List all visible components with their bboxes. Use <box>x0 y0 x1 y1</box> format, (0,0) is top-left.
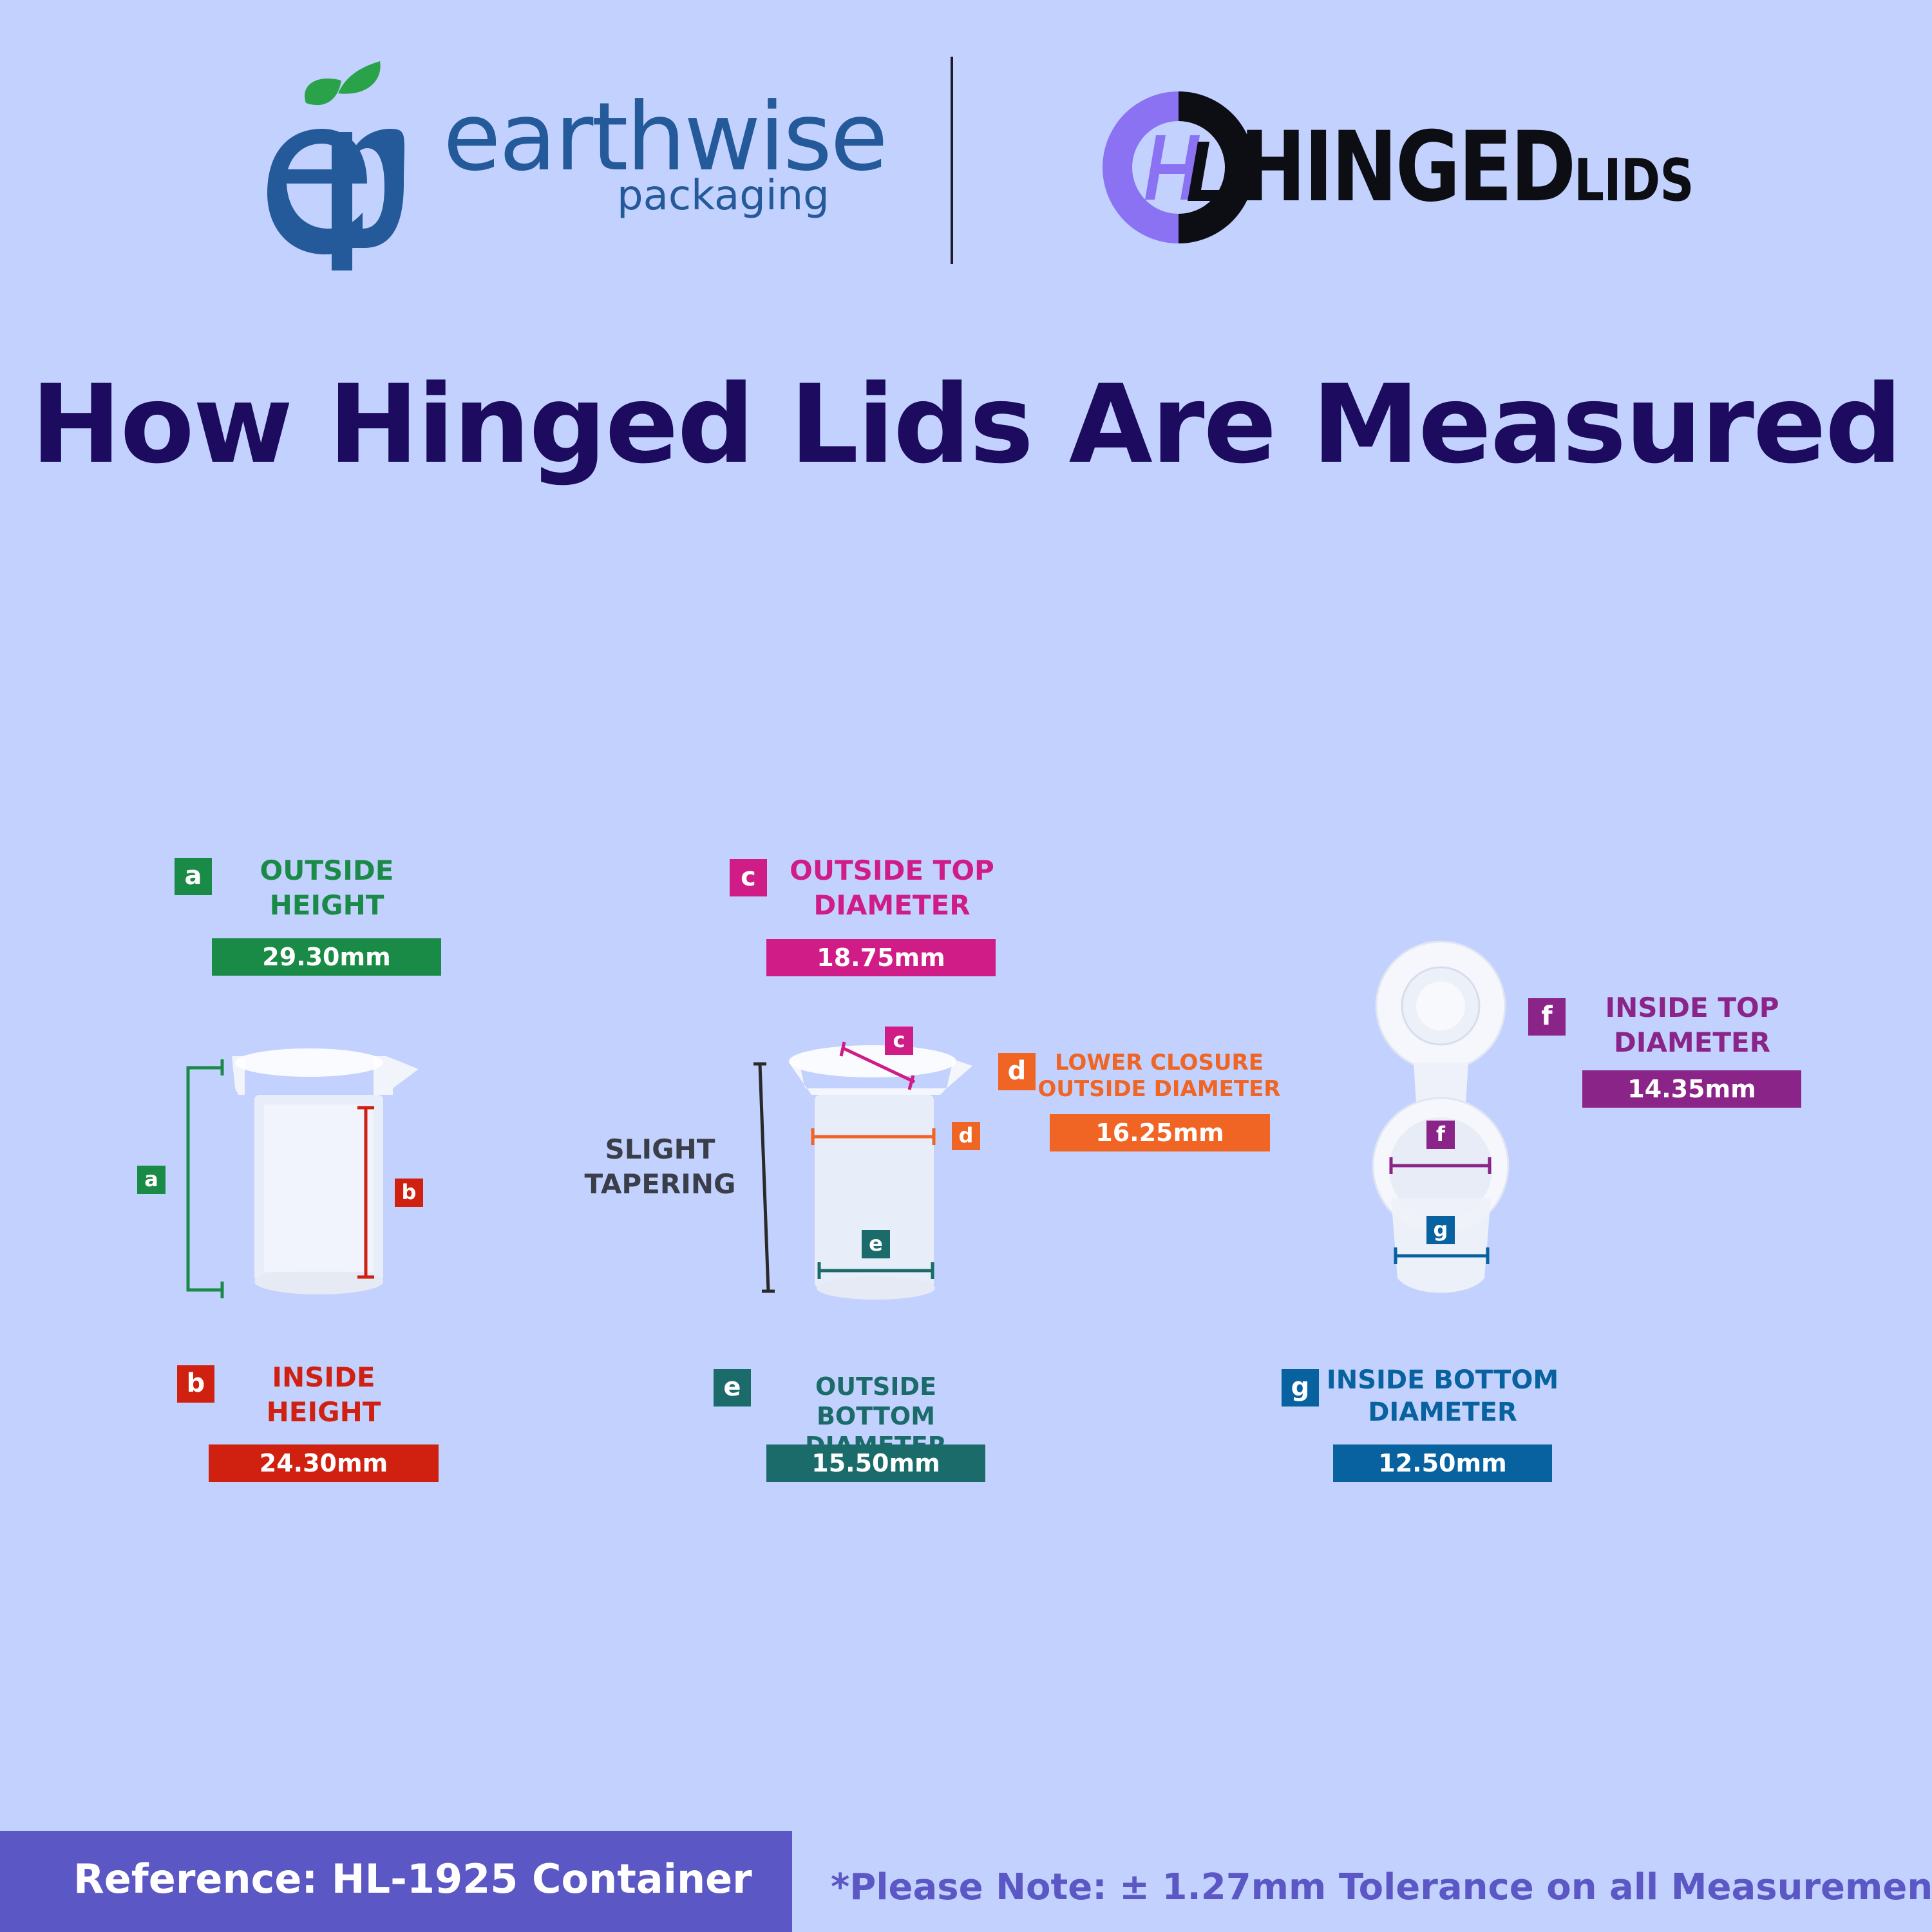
hinged-lids-wordmark: HINGEDLIDS <box>1240 119 1694 216</box>
marker-b: b <box>395 1179 423 1207</box>
label-a-line1: OUTSIDE <box>260 855 394 886</box>
label-e-line1: OUTSIDE BOTTOM <box>815 1372 937 1430</box>
marker-c: c <box>885 1027 913 1055</box>
label-c: OUTSIDE TOP DIAMETER <box>773 853 1011 923</box>
earthwise-packaging-logo <box>254 55 821 274</box>
label-f-line1: INSIDE TOP <box>1605 992 1779 1023</box>
value-e: 15.50mm <box>766 1444 985 1482</box>
hinged-word: HINGED <box>1240 111 1576 223</box>
marker-g: g <box>1426 1216 1455 1244</box>
label-f: INSIDE TOP DIAMETER <box>1578 990 1806 1060</box>
value-d: 16.25mm <box>1050 1114 1270 1151</box>
marker-a: a <box>137 1166 166 1194</box>
label-a: OUTSIDE HEIGHT <box>213 853 441 923</box>
taper-line <box>758 1063 770 1292</box>
reference-text: Reference: HL-1925 Container <box>73 1855 752 1902</box>
label-g-line2: DIAMETER <box>1368 1397 1517 1427</box>
value-b: 24.30mm <box>209 1444 439 1482</box>
hl-monogram-icon <box>1103 91 1255 243</box>
label-g: INSIDE BOTTOM DIAMETER <box>1323 1364 1562 1428</box>
badge-d: d <box>998 1053 1036 1090</box>
tapering-line1: SLIGHT <box>605 1133 715 1165</box>
label-f-line2: DIAMETER <box>1613 1027 1771 1058</box>
label-b-line2: HEIGHT <box>266 1396 381 1428</box>
label-b: INSIDE HEIGHT <box>209 1360 438 1430</box>
earthwise-wordmark: earthwise <box>443 82 888 192</box>
value-a: 29.30mm <box>212 938 441 976</box>
label-c-line1: OUTSIDE TOP <box>790 855 994 886</box>
label-a-line2: HEIGHT <box>269 889 384 921</box>
bracket-a <box>186 1066 222 1292</box>
slight-tapering-label: SLIGHT TAPERING <box>567 1132 753 1202</box>
badge-b: b <box>177 1365 214 1403</box>
label-d-line1: LOWER CLOSURE <box>1055 1050 1264 1075</box>
label-b-line1: INSIDE <box>272 1361 375 1393</box>
label-d: LOWER CLOSURE OUTSIDE DIAMETER <box>1037 1050 1282 1103</box>
value-f: 14.35mm <box>1582 1070 1801 1108</box>
lids-word: LIDS <box>1574 147 1694 214</box>
page-title: How Hinged Lids Are Measured <box>30 361 1902 488</box>
badge-c: c <box>730 859 767 896</box>
value-c: 18.75mm <box>766 939 996 976</box>
header-divider <box>951 57 953 264</box>
reference-banner: Reference: HL-1925 Container <box>0 1831 792 1932</box>
label-d-line2: OUTSIDE DIAMETER <box>1037 1076 1281 1102</box>
container-side-view-1 <box>232 1048 419 1294</box>
container-side-view-2 <box>789 1045 972 1300</box>
marker-d-small: d <box>952 1122 980 1150</box>
marker-e: e <box>862 1230 890 1258</box>
badge-a: a <box>175 858 212 895</box>
ep-monogram-icon <box>267 61 404 270</box>
badge-g: g <box>1282 1369 1319 1406</box>
marker-f: f <box>1426 1121 1455 1149</box>
label-c-line2: DIAMETER <box>813 889 971 921</box>
label-g-line1: INSIDE BOTTOM <box>1326 1365 1559 1395</box>
value-g: 12.50mm <box>1333 1444 1552 1482</box>
badge-f: f <box>1528 998 1566 1036</box>
tapering-line2: TAPERING <box>584 1168 736 1200</box>
packaging-wordmark: packaging <box>617 172 829 220</box>
badge-e: e <box>714 1369 751 1406</box>
line-c <box>842 1046 916 1084</box>
tolerance-note: *Please Note: ± 1.27mm Tolerance on all … <box>831 1866 1932 1908</box>
